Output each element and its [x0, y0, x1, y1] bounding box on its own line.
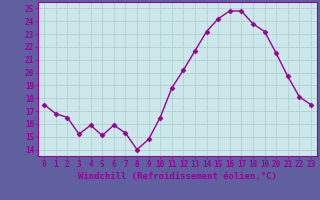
X-axis label: Windchill (Refroidissement éolien,°C): Windchill (Refroidissement éolien,°C) [78, 172, 277, 181]
